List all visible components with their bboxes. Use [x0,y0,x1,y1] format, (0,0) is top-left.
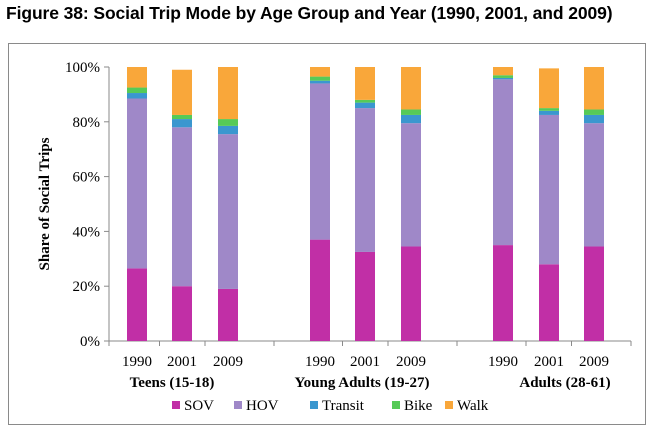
y-tick-label: 100% [65,60,100,76]
bar-segment-hov [539,114,559,265]
bar-segment-transit [539,110,559,115]
bar-segment-bike [310,76,330,81]
bar-segment-bike [401,109,421,115]
x-tick-label: 1990 [305,354,335,370]
figure-title: Figure 38: Social Trip Mode by Age Group… [6,3,613,23]
bar-segment-sov [127,268,147,341]
bar-segment-transit [584,114,604,124]
legend-label-walk: Walk [457,398,489,414]
legend-label-bike: Bike [404,398,433,414]
bar-segment-bike [584,109,604,115]
legend-swatch-bike [392,401,400,409]
bar-segment-transit [127,93,147,99]
legend-swatch-transit [310,401,318,409]
x-tick-label: 1990 [122,354,152,370]
bar-segment-transit [401,114,421,124]
bar-segment-bike [218,119,238,126]
bar-segment-hov [584,123,604,247]
bar-segment-hov [172,127,192,287]
bar-segment-bike [355,99,375,103]
bar-segment-walk [539,68,559,109]
bar-segment-bike [539,108,559,111]
legend-swatch-walk [445,401,453,409]
bar-segment-sov [539,264,559,341]
group-label: Young Adults (19-27) [294,375,429,391]
bar-segment-sov [401,246,421,341]
y-tick-label: 20% [73,279,101,295]
bar-segment-walk [355,67,375,100]
y-axis-title: Share of Social Trips [37,137,53,270]
x-tick-label: 2009 [579,354,609,370]
bar-segment-transit [172,119,192,128]
bar-segment-bike [127,87,147,94]
legend-label-transit: Transit [322,398,365,414]
bar-segment-transit [355,102,375,109]
bar-segment-hov [310,83,330,240]
bar-segment-walk [172,69,192,115]
x-tick-label: 1990 [488,354,518,370]
bar-segment-hov [127,98,147,269]
bar-segment-walk [584,67,604,110]
bar-segment-walk [127,67,147,88]
x-tick-label: 2009 [396,354,426,370]
bar-segment-sov [218,288,238,341]
legend-label-sov: SOV [184,398,214,414]
bar-segment-sov [355,251,375,341]
bar-segment-walk [401,67,421,110]
bar-segment-sov [584,246,604,341]
bar-segment-sov [493,245,513,341]
bar-segment-walk [310,67,330,77]
y-tick-label: 0% [80,334,100,350]
bar-segment-walk [218,67,238,120]
bar-segment-hov [493,79,513,246]
y-tick-label: 40% [73,224,101,240]
group-label: Teens (15-18) [130,375,215,391]
group-label: Adults (28-61) [519,375,610,391]
legend-swatch-hov [234,401,242,409]
bar-segment-hov [218,134,238,289]
bar-segment-bike [172,114,192,120]
bar-segment-transit [310,80,330,84]
y-tick-label: 80% [73,115,101,131]
x-tick-label: 2001 [167,354,197,370]
legend-label-hov: HOV [246,398,279,414]
y-tick-label: 60% [73,170,101,186]
x-tick-label: 2001 [534,354,564,370]
bar-segment-hov [401,123,421,247]
bar-segment-walk [493,67,513,76]
x-tick-label: 2009 [213,354,243,370]
bar-segment-sov [172,286,192,341]
legend-swatch-sov [172,401,180,409]
bar-segment-hov [355,108,375,252]
bar-segment-bike [493,75,513,78]
chart-frame [8,43,646,425]
bar-segment-transit [493,77,513,80]
x-tick-label: 2001 [350,354,380,370]
bar-segment-transit [218,125,238,135]
bar-segment-sov [310,239,330,341]
